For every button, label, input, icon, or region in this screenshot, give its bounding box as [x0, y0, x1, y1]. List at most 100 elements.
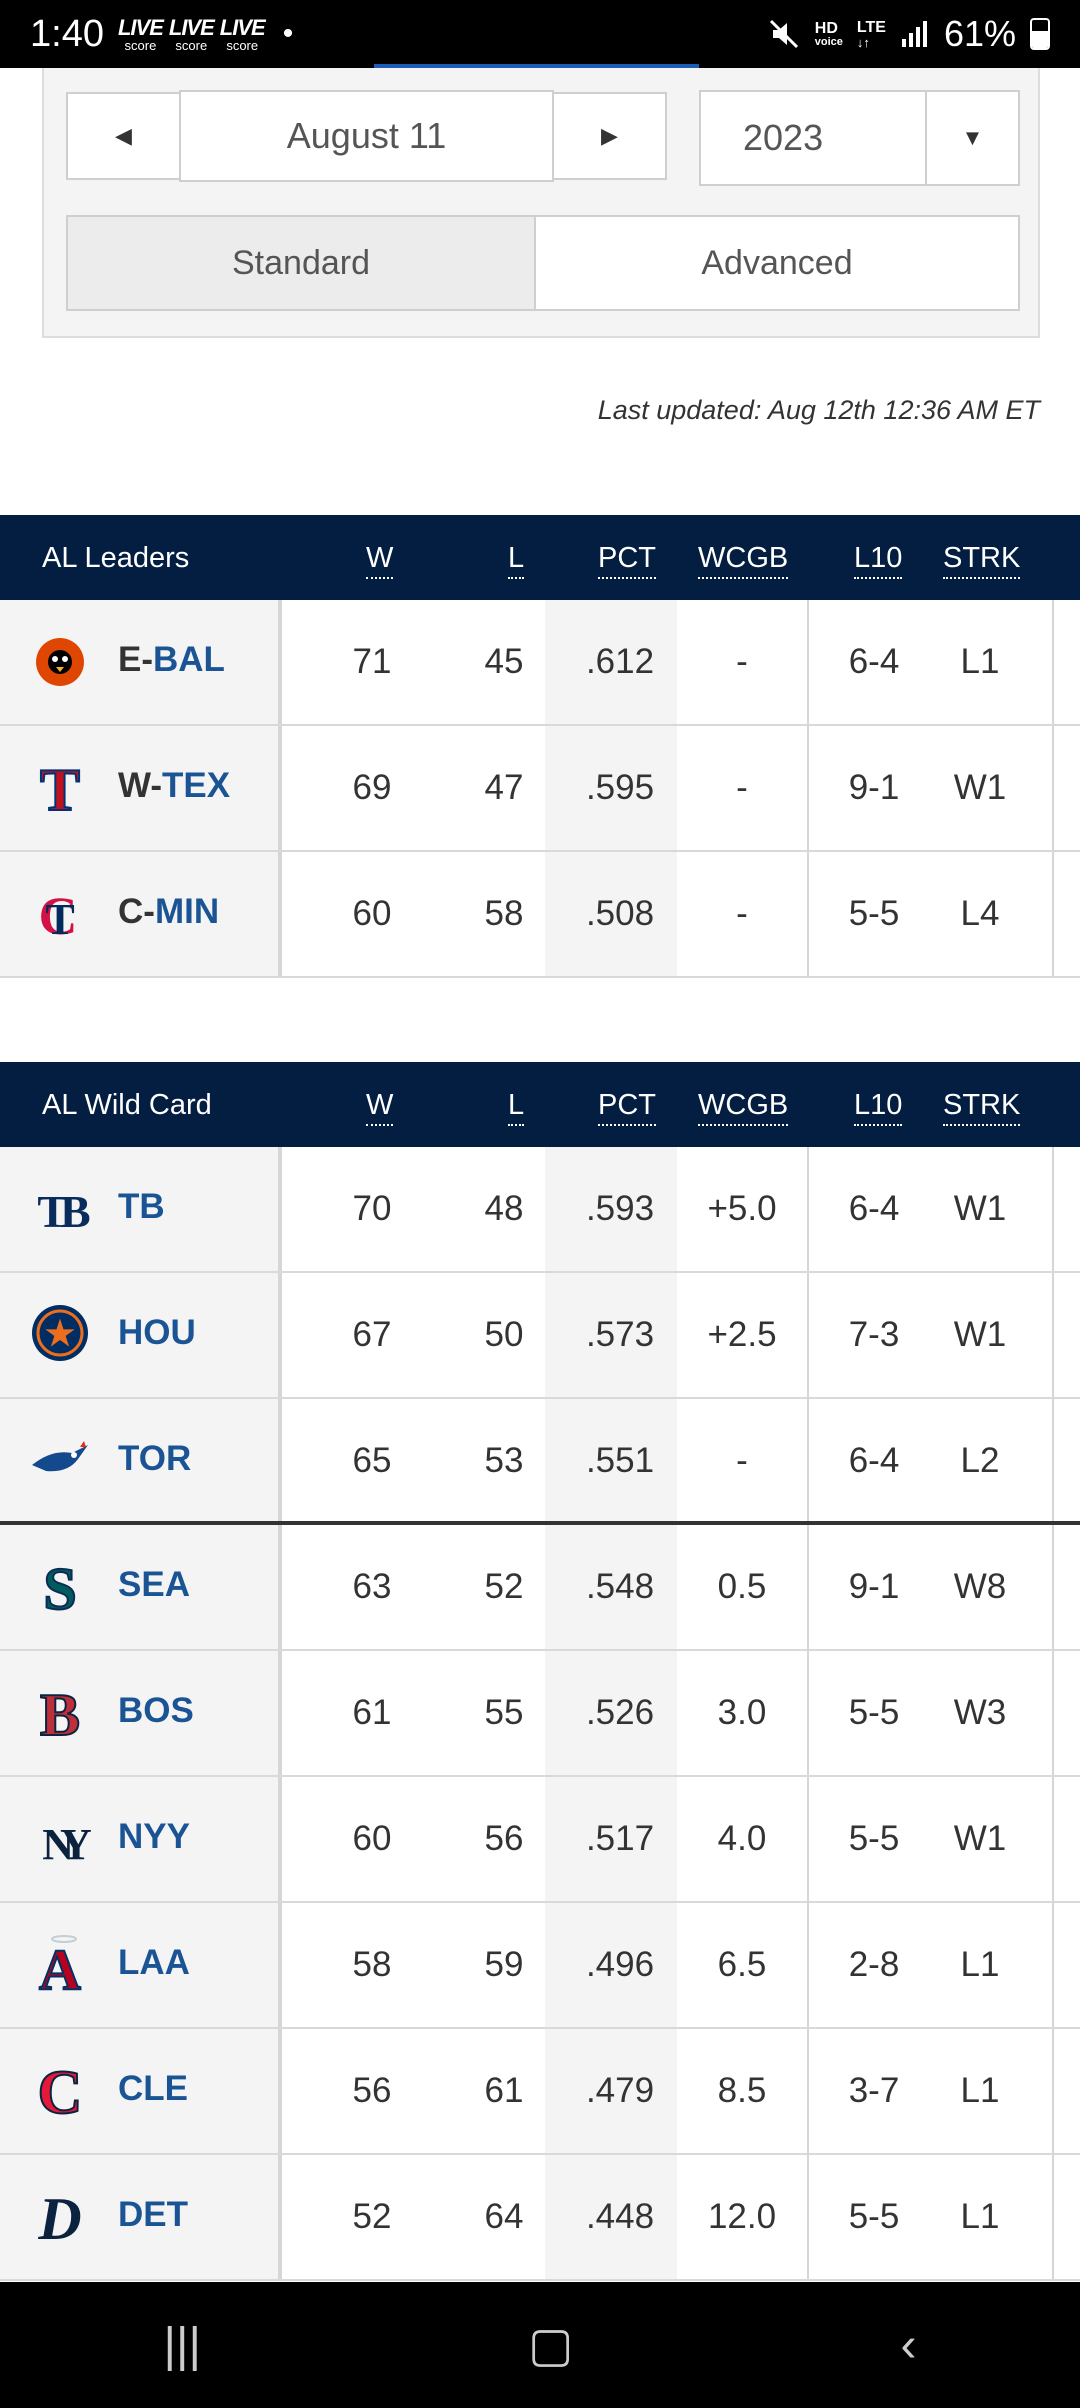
cell-l: 52	[484, 1567, 524, 1606]
team-cell[interactable]: ★ HOU	[0, 1273, 282, 1397]
col-wcgb[interactable]: WCGB	[698, 1089, 789, 1126]
notification-dot-icon: •	[282, 17, 294, 50]
table-row: C CLE 56 61 .479 8.5 3-7 L1	[0, 2029, 1080, 2155]
redsox-b-icon: B	[39, 1681, 81, 1743]
team-link[interactable]: NYY	[118, 1817, 190, 1856]
divider	[1052, 1399, 1054, 1521]
team-link[interactable]: E-BAL	[118, 640, 225, 679]
col-w[interactable]: W	[366, 542, 394, 579]
team-link[interactable]: TB	[118, 1187, 165, 1226]
standings-controls: ◀ August 11 ▶ 2023 ▼ Standard Advanced	[42, 64, 1040, 338]
pct-column-bg	[545, 1147, 677, 1271]
cell-wcgb: 8.5	[717, 2071, 767, 2110]
divider	[1052, 600, 1054, 724]
table-row: NY NYY 60 56 .517 4.0 5-5 W1	[0, 1777, 1080, 1903]
team-link[interactable]: C-MIN	[118, 892, 220, 931]
team-cell[interactable]: TOR	[0, 1399, 282, 1521]
team-cell[interactable]: B BOS	[0, 1651, 282, 1775]
pct-column-bg	[545, 1777, 677, 1901]
year-dropdown-button[interactable]: ▼	[925, 90, 1020, 186]
team-link[interactable]: CLE	[118, 2069, 188, 2108]
team-link[interactable]: SEA	[118, 1565, 190, 1604]
orioles-bird-icon	[36, 638, 84, 686]
col-l10[interactable]: L10	[854, 1089, 903, 1126]
divider	[1052, 1525, 1054, 1649]
cell-wcgb: -	[736, 768, 748, 807]
cell-l: 53	[484, 1441, 524, 1480]
cell-pct: .595	[585, 768, 655, 807]
cell-strk: L1	[960, 642, 1000, 681]
col-strk[interactable]: STRK	[943, 542, 1021, 579]
team-cell[interactable]: NY NYY	[0, 1777, 282, 1901]
team-cell[interactable]: C CLE	[0, 2029, 282, 2153]
col-strk[interactable]: STRK	[943, 1089, 1021, 1126]
team-link[interactable]: TOR	[118, 1439, 192, 1478]
divider	[1052, 1651, 1054, 1775]
table-row: A LAA 58 59 .496 6.5 2-8 L1	[0, 1903, 1080, 2029]
col-l10[interactable]: L10	[854, 542, 903, 579]
cell-pct: .526	[585, 1693, 655, 1732]
team-link[interactable]: DET	[118, 2195, 188, 2234]
pct-column-bg	[545, 2029, 677, 2153]
back-icon[interactable]: ‹	[900, 2318, 917, 2372]
cell-l: 47	[484, 768, 524, 807]
table-row: D DET 52 64 .448 12.0 5-5 L1	[0, 2155, 1080, 2281]
pct-column-bg	[545, 600, 677, 724]
col-l[interactable]: L	[508, 1089, 525, 1126]
guardians-c-icon: C	[37, 2058, 84, 2121]
table-header: AL Wild Card W L PCT WCGB L10 STRK	[0, 1062, 1080, 1147]
team-link[interactable]: HOU	[118, 1313, 196, 1352]
next-date-button[interactable]: ▶	[552, 92, 667, 180]
table-row: S SEA 63 52 .548 0.5 9-1 W8	[0, 1525, 1080, 1651]
cell-l: 58	[484, 894, 524, 933]
team-cell[interactable]: C T C-MIN	[0, 852, 282, 976]
col-l[interactable]: L	[508, 542, 525, 579]
prev-date-button[interactable]: ◀	[66, 92, 181, 180]
team-cell[interactable]: T W-TEX	[0, 726, 282, 850]
team-link[interactable]: W-TEX	[118, 766, 231, 805]
cell-wcgb: -	[736, 642, 748, 681]
team-cell[interactable]: S SEA	[0, 1525, 282, 1649]
cell-w: 60	[352, 1819, 392, 1858]
pct-column-bg	[545, 1273, 677, 1397]
cell-l: 59	[484, 1945, 524, 1984]
divider	[807, 2155, 809, 2279]
team-cell[interactable]: TB TB	[0, 1147, 282, 1271]
team-link[interactable]: LAA	[118, 1943, 190, 1982]
tab-standard[interactable]: Standard	[66, 215, 536, 311]
svg-text:C: C	[39, 886, 78, 944]
svg-text:T: T	[45, 895, 74, 944]
cell-pct: .479	[585, 2071, 655, 2110]
tab-advanced[interactable]: Advanced	[534, 215, 1020, 311]
mariners-s-icon: S	[42, 1555, 77, 1617]
date-display[interactable]: August 11	[179, 90, 554, 182]
team-cell[interactable]: D DET	[0, 2155, 282, 2279]
cell-wcgb: 4.0	[717, 1819, 767, 1858]
year-select[interactable]: 2023	[699, 90, 927, 186]
divider	[807, 1903, 809, 2027]
table-title: AL Leaders	[42, 542, 190, 574]
team-cell[interactable]: E-BAL	[0, 600, 282, 724]
cell-l: 56	[484, 1819, 524, 1858]
tigers-d-icon: D	[37, 2186, 81, 2247]
team-link[interactable]: BOS	[118, 1691, 194, 1730]
col-wcgb[interactable]: WCGB	[698, 542, 789, 579]
cell-strk: L1	[960, 1945, 1000, 1984]
cell-pct: .593	[585, 1189, 655, 1228]
home-icon[interactable]: ▢	[528, 2319, 574, 2372]
cell-l10: 6-4	[848, 642, 900, 681]
col-pct[interactable]: PCT	[598, 542, 656, 579]
svg-text:★: ★	[45, 1315, 75, 1353]
col-pct[interactable]: PCT	[598, 1089, 656, 1126]
cell-w: 65	[352, 1441, 392, 1480]
table-row: TOR 65 53 .551 - 6-4 L2	[0, 1399, 1080, 1525]
cell-l10: 7-3	[848, 1315, 900, 1354]
cell-pct: .496	[585, 1945, 655, 1984]
astros-star-icon: ★	[32, 1305, 88, 1361]
recent-apps-icon[interactable]: |||	[163, 2318, 201, 2372]
divider	[807, 1777, 809, 1901]
cell-strk: L4	[960, 894, 1000, 933]
col-w[interactable]: W	[366, 1089, 394, 1126]
team-cell[interactable]: A LAA	[0, 1903, 282, 2027]
caret-right-icon: ▶	[601, 123, 618, 148]
